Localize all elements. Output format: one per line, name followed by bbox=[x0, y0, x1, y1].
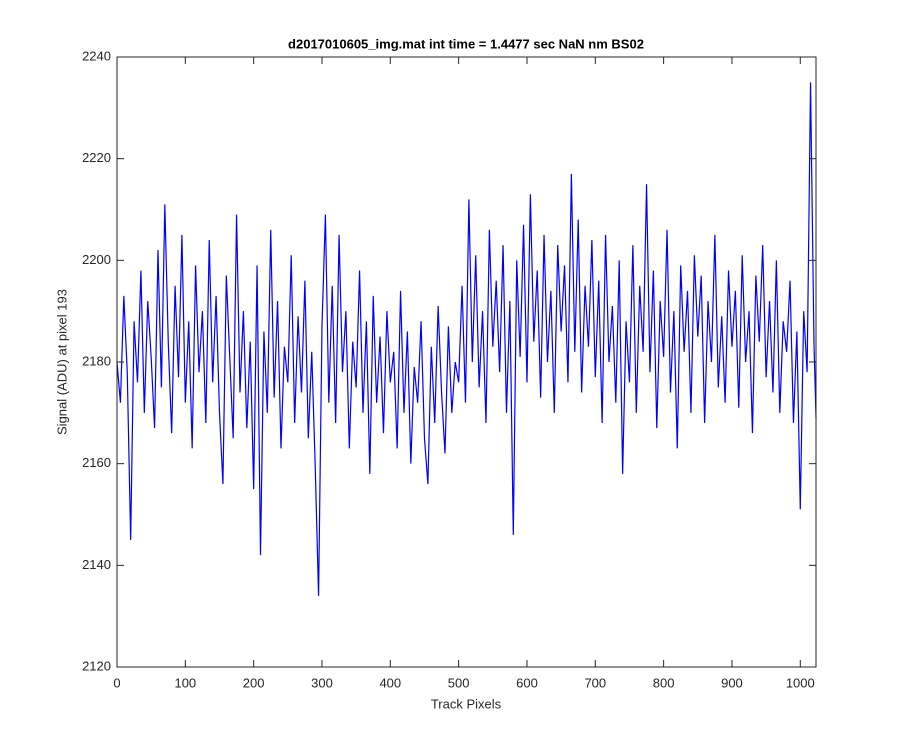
y-tick-label: 2200 bbox=[82, 252, 111, 267]
y-tick-label: 2220 bbox=[82, 150, 111, 165]
chart-title: d2017010605_img.mat int time = 1.4477 se… bbox=[288, 36, 644, 51]
y-axis-label: Signal (ADU) at pixel 193 bbox=[54, 289, 69, 435]
x-axis-label: Track Pixels bbox=[431, 696, 502, 711]
y-tick-label: 2180 bbox=[82, 353, 111, 368]
x-tick-label: 600 bbox=[516, 675, 538, 690]
x-tick-label: 200 bbox=[243, 675, 265, 690]
y-tick-label: 2140 bbox=[82, 557, 111, 572]
x-tick-label: 0 bbox=[113, 675, 120, 690]
x-tick-label: 700 bbox=[584, 675, 606, 690]
x-tick-label: 800 bbox=[653, 675, 675, 690]
x-tick-label: 100 bbox=[174, 675, 196, 690]
x-tick-label: 500 bbox=[448, 675, 470, 690]
x-tick-label: 300 bbox=[311, 675, 333, 690]
x-tick-label: 400 bbox=[379, 675, 401, 690]
data-line bbox=[116, 82, 817, 596]
x-tick-label: 1000 bbox=[786, 675, 815, 690]
y-tick-label: 2240 bbox=[82, 48, 111, 63]
y-tick-label: 2160 bbox=[82, 455, 111, 470]
x-tick-label: 900 bbox=[721, 675, 743, 690]
y-tick-label: 2120 bbox=[82, 658, 111, 673]
